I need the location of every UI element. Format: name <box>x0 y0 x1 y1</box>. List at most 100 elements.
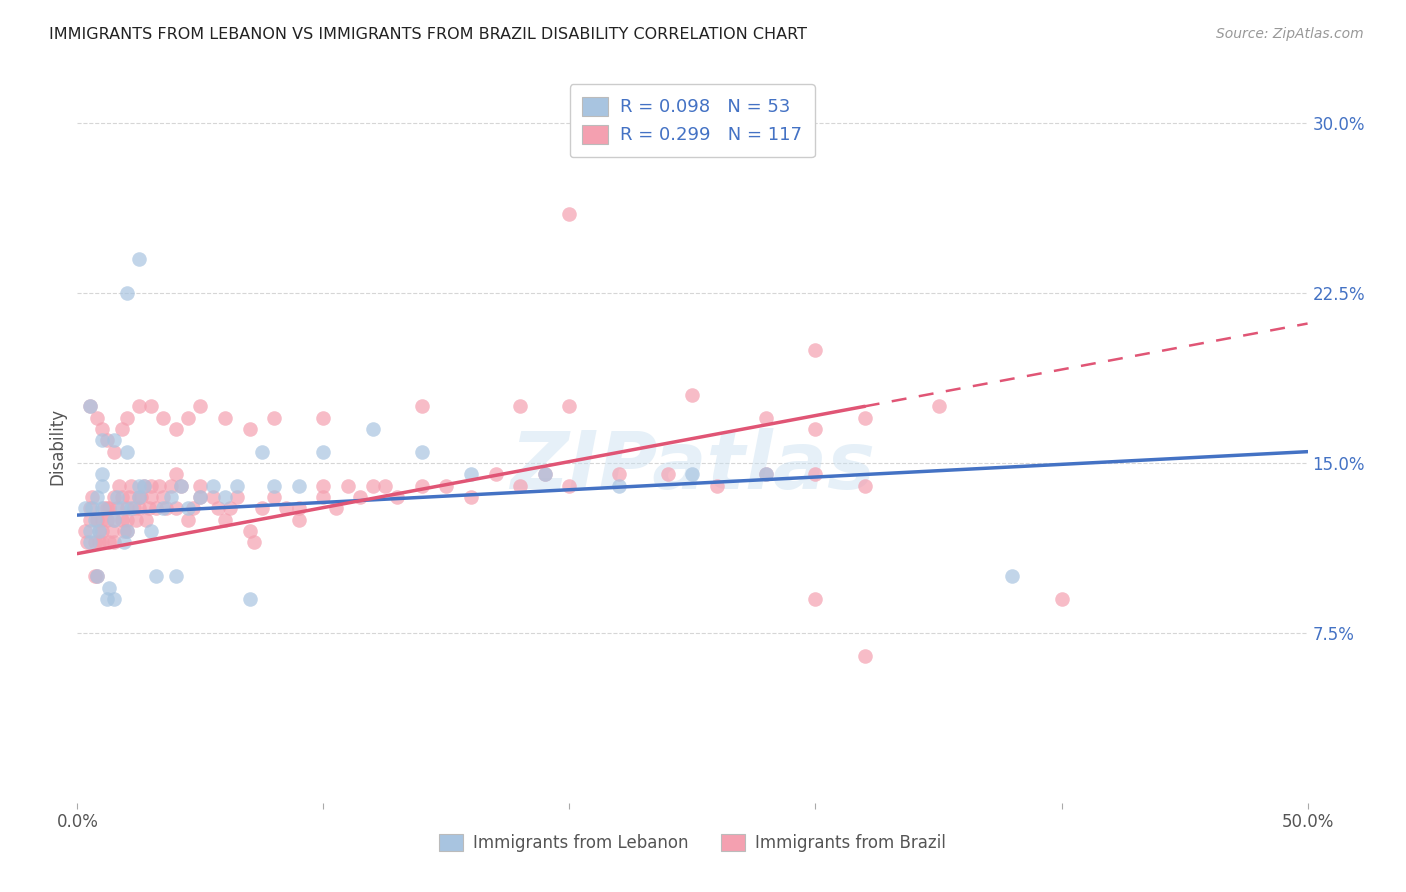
Point <box>115 410 138 425</box>
Point <box>239 524 262 538</box>
Point <box>853 648 876 663</box>
Point <box>509 400 531 414</box>
Point <box>165 467 187 482</box>
Point <box>82 501 104 516</box>
Point <box>89 524 111 538</box>
Point <box>115 524 138 538</box>
Point <box>115 524 138 538</box>
Point <box>122 501 145 516</box>
Point <box>853 478 876 492</box>
Point <box>411 444 433 458</box>
Point <box>86 569 108 583</box>
Point <box>103 434 125 448</box>
Point <box>128 400 150 414</box>
Point <box>263 490 285 504</box>
Point <box>682 388 704 402</box>
Point <box>853 410 876 425</box>
Point <box>128 490 150 504</box>
Point <box>239 422 262 436</box>
Point <box>312 444 335 458</box>
Point <box>79 501 101 516</box>
Point <box>682 467 704 482</box>
Point <box>460 467 482 482</box>
Point <box>219 501 242 516</box>
Point <box>188 490 212 504</box>
Point <box>188 490 212 504</box>
Point <box>436 478 458 492</box>
Point <box>243 535 266 549</box>
Point <box>312 478 335 492</box>
Point <box>138 501 160 516</box>
Point <box>135 513 157 527</box>
Point <box>96 501 118 516</box>
Point <box>804 467 827 482</box>
Point <box>361 422 384 436</box>
Point <box>706 478 728 492</box>
Point <box>82 490 104 504</box>
Point <box>263 478 285 492</box>
Point <box>509 478 531 492</box>
Point <box>86 513 108 527</box>
Point <box>90 501 114 516</box>
Point <box>250 501 273 516</box>
Point <box>98 581 121 595</box>
Point <box>115 286 138 301</box>
Point <box>148 478 170 492</box>
Point <box>558 207 581 221</box>
Text: IMMIGRANTS FROM LEBANON VS IMMIGRANTS FROM BRAZIL DISABILITY CORRELATION CHART: IMMIGRANTS FROM LEBANON VS IMMIGRANTS FR… <box>49 27 807 42</box>
Point <box>263 410 285 425</box>
Point <box>1001 569 1024 583</box>
Point <box>485 467 508 482</box>
Point <box>804 343 827 357</box>
Point <box>111 501 132 516</box>
Point <box>90 535 114 549</box>
Point <box>145 569 167 583</box>
Text: Source: ZipAtlas.com: Source: ZipAtlas.com <box>1216 27 1364 41</box>
Point <box>141 490 163 504</box>
Point <box>96 513 118 527</box>
Point <box>115 501 138 516</box>
Point <box>145 501 167 516</box>
Point <box>312 410 335 425</box>
Point <box>73 501 96 516</box>
Point <box>170 478 193 492</box>
Point <box>125 513 148 527</box>
Point <box>276 501 298 516</box>
Point <box>288 501 311 516</box>
Point <box>128 478 150 492</box>
Point <box>132 478 155 492</box>
Point <box>201 478 224 492</box>
Point <box>101 524 124 538</box>
Point <box>177 410 200 425</box>
Point <box>111 422 132 436</box>
Point <box>90 467 114 482</box>
Text: ZIPatlas: ZIPatlas <box>510 428 875 507</box>
Point <box>93 501 115 516</box>
Point <box>177 513 200 527</box>
Point <box>141 400 163 414</box>
Point <box>86 490 108 504</box>
Point <box>165 501 187 516</box>
Point <box>337 478 360 492</box>
Point <box>607 467 630 482</box>
Point <box>89 535 111 549</box>
Point <box>103 591 125 606</box>
Point <box>558 478 581 492</box>
Point <box>83 513 105 527</box>
Point <box>165 569 187 583</box>
Point <box>165 422 187 436</box>
Point <box>361 478 384 492</box>
Point <box>105 490 128 504</box>
Point <box>170 478 193 492</box>
Point <box>325 501 347 516</box>
Point <box>804 591 827 606</box>
Point <box>288 478 311 492</box>
Point <box>121 478 143 492</box>
Point <box>411 400 433 414</box>
Point <box>86 410 108 425</box>
Point <box>105 501 128 516</box>
Point <box>755 467 778 482</box>
Point <box>607 478 630 492</box>
Point <box>239 591 262 606</box>
Point <box>132 478 155 492</box>
